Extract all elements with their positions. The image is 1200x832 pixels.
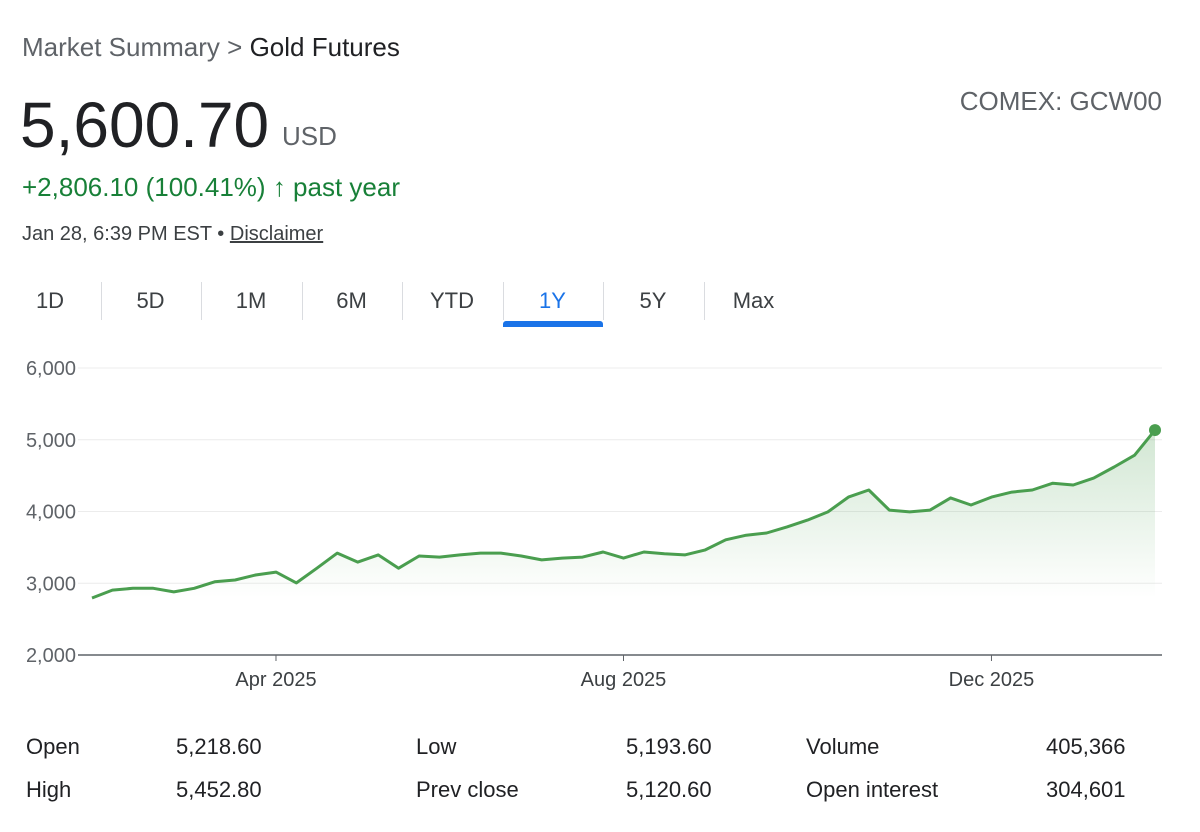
disclaimer-link[interactable]: Disclaimer [229,223,324,245]
tab-divider [100,282,102,320]
stat-label: Low [416,734,457,759]
timestamp: Jan 28, 6:39 PM EST [22,223,212,245]
x-tick-label: Aug 2025 [581,669,667,691]
y-tick-label: 5,000 [26,430,76,452]
change: +2,806.10 (100.41%) ↑ past year [22,172,400,203]
tab[interactable]: 6M [336,288,367,313]
end-dot [1149,424,1161,437]
y-tick-label: 6,000 [26,358,76,380]
stat-label: High [26,777,72,802]
tab-divider [201,282,202,320]
timestamp-row: Jan 28, 6:39 PM EST • Disclaimer [22,223,324,245]
tab[interactable]: 5Y [639,288,667,313]
tab[interactable]: 1M [235,288,267,313]
exchange: COMEX: GCW00 [959,86,1162,116]
stat-value: 304,601 [1046,777,1126,802]
area [92,430,1155,598]
separator: > [227,32,243,62]
breadcrumb: Market Summary > Gold Futures [22,32,400,63]
stat-value: 405,366 [1046,734,1126,759]
y-tick-label: 3,000 [26,573,76,595]
up-arrow: ↑ [272,172,286,202]
price: 5,600.70 [20,89,270,161]
tab[interactable]: 5D [136,288,165,313]
tab-divider [502,282,504,320]
stat-value: 5,193.60 [626,734,712,759]
stat-label: Open interest [806,777,939,802]
tab-divider [603,282,604,320]
change-value: +2,806.10 (100.41%) [22,172,266,202]
tab[interactable]: 1Y [539,288,566,313]
currency: USD [282,121,337,151]
breadcrumb-current: Gold Futures [249,32,400,62]
tab-divider [301,282,303,320]
y-tick-label: 4,000 [26,502,76,524]
tab[interactable]: YTD [430,288,474,313]
tab[interactable]: Max [732,288,775,313]
period: past year [293,172,400,202]
price-line [91,429,1157,600]
stat-value: 5,218.60 [176,734,262,759]
x-tick-label: Dec 2025 [949,669,1035,691]
breadcrumb-link[interactable]: Market Summary [22,32,220,62]
stat-label: Volume [806,734,880,759]
stat-value: 5,120.60 [626,777,712,802]
tab-divider [703,282,705,320]
stat-label: Open [26,734,80,759]
stat-label: Prev close [416,777,519,802]
y-tick-label: 2,000 [26,645,76,667]
x-tick-label: Apr 2025 [235,669,316,691]
tab-indicator [502,321,603,327]
tab-divider [402,282,403,320]
tab[interactable]: 1D [35,288,65,313]
stat-value: 5,452.80 [176,777,262,802]
